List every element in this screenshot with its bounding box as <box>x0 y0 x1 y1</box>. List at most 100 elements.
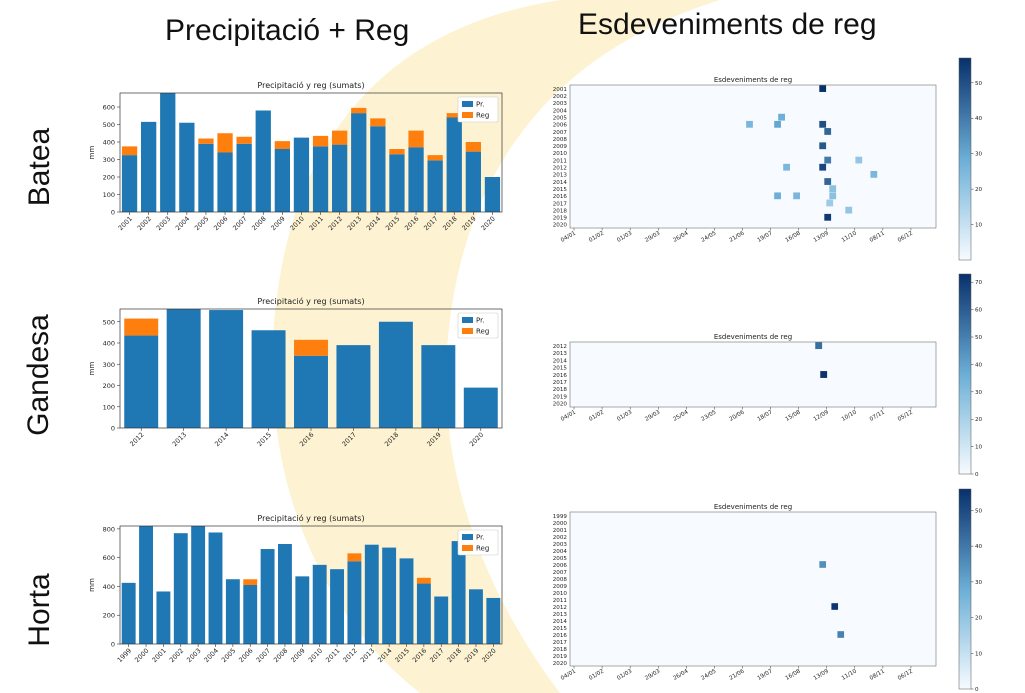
plot-frame <box>119 92 503 213</box>
bar-pr-1999 <box>121 582 136 644</box>
x-tick-label-2004: 2004 <box>174 215 191 232</box>
y-tick-label-400: 400 <box>103 340 115 348</box>
bars <box>124 309 498 428</box>
year-label-2017: 2017 <box>553 380 568 386</box>
legend-label-pr: Pr. <box>476 534 485 542</box>
x-tick-label-2019: 2019 <box>460 215 477 232</box>
year-label-2012: 2012 <box>553 166 567 172</box>
heatmap-frame <box>569 84 937 229</box>
x-tick-label-2011: 2011 <box>324 647 341 664</box>
colorbar-tick-70: 70 <box>975 280 983 286</box>
irrigation-event-2012-216 <box>783 163 790 171</box>
heatmap-background <box>570 342 936 407</box>
year-label-2012: 2012 <box>553 344 567 350</box>
y-tick-label-0: 0 <box>111 209 115 217</box>
irrigation-event-2001-252 <box>819 85 827 92</box>
x-tick-label-2017: 2017 <box>428 647 445 664</box>
bar-pr-2019 <box>465 151 481 212</box>
bar-reg-2005 <box>198 138 214 144</box>
x-tick-label-16/08: 16/08 <box>785 230 802 243</box>
x-tick-label-2005: 2005 <box>220 647 237 664</box>
station-label-batea: Batea <box>23 127 56 207</box>
x-tick-label-2001: 2001 <box>117 215 134 232</box>
year-label-2014: 2014 <box>553 358 568 364</box>
year-label-2019: 2019 <box>553 394 568 400</box>
x-tick-label-2016: 2016 <box>298 431 315 448</box>
year-label-2015: 2015 <box>553 366 568 372</box>
bar-pr-2011 <box>312 146 329 212</box>
x-tick-label-15/08: 15/08 <box>785 409 802 422</box>
bar-pr-2014 <box>209 310 244 428</box>
year-label-2003: 2003 <box>553 542 568 548</box>
year-label-2007: 2007 <box>553 570 568 576</box>
heatmap-title: Esdeveniments de reg <box>714 503 792 511</box>
x-tick-label-23/05: 23/05 <box>700 409 717 422</box>
bar-pr-2015 <box>399 558 414 644</box>
station-label-gandesa: Gandesa <box>22 314 55 436</box>
x-tick-label-01/02: 01/02 <box>588 410 605 423</box>
legend-swatch-reg <box>462 328 473 334</box>
x-tick-label-2012: 2012 <box>128 431 145 448</box>
irrigation-event-2016-207 <box>774 192 781 200</box>
bar-reg-2016 <box>408 130 424 148</box>
colorbar <box>958 488 972 690</box>
irrigation-event-2016-270 <box>837 631 845 638</box>
legend-swatch-reg <box>462 112 473 118</box>
bar-pr-2019 <box>469 589 483 644</box>
year-label-2011: 2011 <box>553 598 568 604</box>
left-column-title: Precipitació + Reg <box>165 14 410 47</box>
bar-pr-2000 <box>139 526 153 644</box>
x-tick-label-2011: 2011 <box>308 215 325 232</box>
x-tick-label-2019: 2019 <box>463 647 480 664</box>
y-tick-label-500: 500 <box>103 121 115 129</box>
bar-pr-2012 <box>124 335 159 428</box>
irrigation-event-2017-259 <box>826 199 834 207</box>
bar-pr-2016 <box>416 583 431 644</box>
legend-label-reg: Reg <box>476 545 489 553</box>
x-tick-label-1999: 1999 <box>116 647 133 664</box>
x-tick-label-2009: 2009 <box>289 647 306 664</box>
x-tick-label-2007: 2007 <box>231 215 248 232</box>
bar-pr-2008 <box>278 543 292 644</box>
bar-reg-2001 <box>121 146 138 156</box>
bar-reg-2019 <box>465 142 481 152</box>
x-tick-label-05/12: 05/12 <box>897 410 914 423</box>
x-tick-label-24/05: 24/05 <box>700 668 717 681</box>
x-tick-label-2003: 2003 <box>185 647 202 664</box>
x-tick-label-08/11: 08/11 <box>869 668 886 681</box>
x-tick-label-01/03: 01/03 <box>616 409 633 422</box>
year-label-2013: 2013 <box>553 351 568 357</box>
year-label-2018: 2018 <box>553 208 568 214</box>
irrigation-event-2006-252 <box>819 120 827 128</box>
bar-pr-2020 <box>486 597 501 644</box>
y-tick-label-200: 200 <box>103 612 115 620</box>
bar-reg-2011 <box>312 135 329 147</box>
year-label-2001: 2001 <box>553 87 568 93</box>
x-tick-label-2020: 2020 <box>480 215 497 232</box>
year-label-2005: 2005 <box>553 115 568 121</box>
bar-reg-2006 <box>217 133 233 153</box>
year-label-2011: 2011 <box>553 158 568 164</box>
colorbar-tick-0: 0 <box>975 472 979 478</box>
x-tick-label-2009: 2009 <box>269 215 286 232</box>
year-label-2002: 2002 <box>553 535 567 541</box>
bar-pr-2017 <box>336 345 371 428</box>
irrigation-event-2006-252 <box>819 561 827 568</box>
x-tick-label-24/05: 24/05 <box>700 230 717 243</box>
colorbar-tick-30: 30 <box>975 152 983 158</box>
colorbar-tick-0: 0 <box>975 687 979 693</box>
x-tick-label-13/09: 13/09 <box>813 230 830 243</box>
bars <box>121 93 501 212</box>
irrigation-event-2012-252 <box>819 163 827 171</box>
x-tick-label-29/03: 29/03 <box>644 668 661 681</box>
x-tick-label-2006: 2006 <box>237 647 254 664</box>
station-label-horta: Horta <box>23 573 56 647</box>
chart-title: Precipitació y reg (sumats) <box>257 513 364 523</box>
x-tick-label-04/01: 04/01 <box>560 668 577 681</box>
y-tick-label-100: 100 <box>103 403 115 411</box>
x-tick-label-07/11: 07/11 <box>869 409 886 422</box>
year-label-2003: 2003 <box>553 101 568 107</box>
x-tick-label-13/09: 13/09 <box>813 668 830 681</box>
x-tick-label-2007: 2007 <box>255 647 272 664</box>
x-tick-label-16/08: 16/08 <box>785 668 802 681</box>
